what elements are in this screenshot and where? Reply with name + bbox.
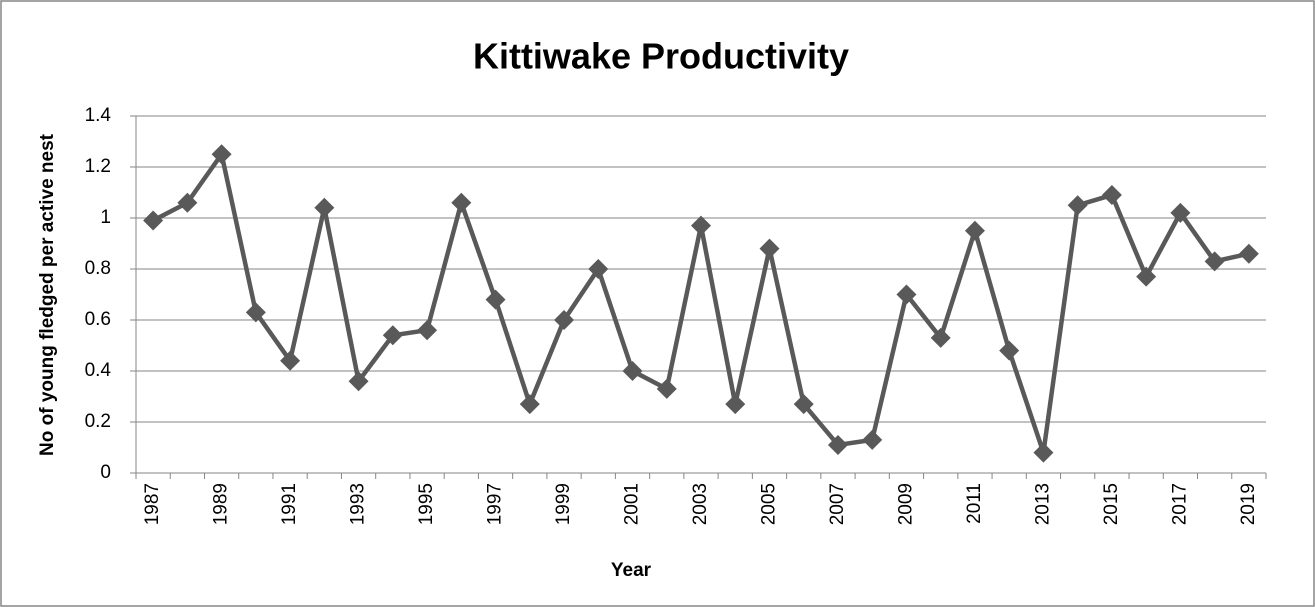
x-tick-label: 2001 <box>622 483 643 525</box>
marker <box>691 215 711 236</box>
marker <box>862 429 883 450</box>
marker <box>143 210 164 231</box>
x-tick-label: 2007 <box>827 483 848 525</box>
y-tick-label: 0 <box>100 462 111 483</box>
marker <box>964 220 985 241</box>
y-tick-label: 0.2 <box>85 411 111 432</box>
marker <box>759 238 780 259</box>
marker <box>1238 243 1259 264</box>
x-axis-title: Year <box>611 560 652 581</box>
marker <box>211 144 232 165</box>
marker <box>348 371 369 392</box>
x-tick-label: 2015 <box>1101 483 1122 525</box>
marker <box>930 327 951 348</box>
x-tick-label: 1993 <box>348 483 369 525</box>
marker <box>1033 442 1054 463</box>
marker <box>793 394 814 415</box>
marker <box>451 192 472 213</box>
marker <box>519 394 540 415</box>
marker <box>1101 185 1122 206</box>
x-tick-label: 2011 <box>964 483 985 524</box>
marker <box>177 192 198 213</box>
y-axis-title: No of young fledged per active nest <box>37 133 58 456</box>
y-tick-label: 0.6 <box>85 309 111 330</box>
marker <box>382 325 403 346</box>
marker <box>485 289 506 310</box>
marker <box>314 197 335 218</box>
x-tick-label: 2003 <box>690 483 711 525</box>
x-tick-label: 2013 <box>1032 483 1053 525</box>
y-tick-label: 1.4 <box>85 105 112 126</box>
marker <box>896 284 917 305</box>
marker <box>1204 251 1225 272</box>
marker <box>588 259 609 279</box>
marker <box>1067 195 1088 216</box>
marker <box>656 378 677 399</box>
marker <box>827 434 848 455</box>
x-tick-label: 1987 <box>142 483 163 525</box>
marker <box>999 340 1020 361</box>
x-tick-label: 1995 <box>416 483 437 525</box>
marker <box>725 394 746 415</box>
x-tick-label: 2019 <box>1238 483 1259 525</box>
marker <box>417 320 438 341</box>
x-tick-label: 1997 <box>485 483 506 525</box>
marker <box>245 302 266 323</box>
marker <box>1170 202 1191 223</box>
marker <box>280 350 301 371</box>
x-tick-label: 1989 <box>211 483 232 525</box>
x-tick-label: 1999 <box>553 483 574 525</box>
x-tick-label: 1991 <box>279 483 300 525</box>
x-tick-label: 2005 <box>759 483 780 525</box>
y-tick-label: 1.2 <box>85 156 111 177</box>
x-tick-label: 2017 <box>1169 483 1190 525</box>
chart-title: Kittiwake Productivity <box>473 36 849 77</box>
marker <box>554 310 575 330</box>
y-tick-label: 1 <box>100 207 111 228</box>
marker <box>1136 266 1157 287</box>
y-tick-label: 0.8 <box>85 258 111 279</box>
y-tick-label: 0.4 <box>85 360 112 381</box>
x-tick-label: 2009 <box>895 483 916 525</box>
marker <box>622 361 643 381</box>
